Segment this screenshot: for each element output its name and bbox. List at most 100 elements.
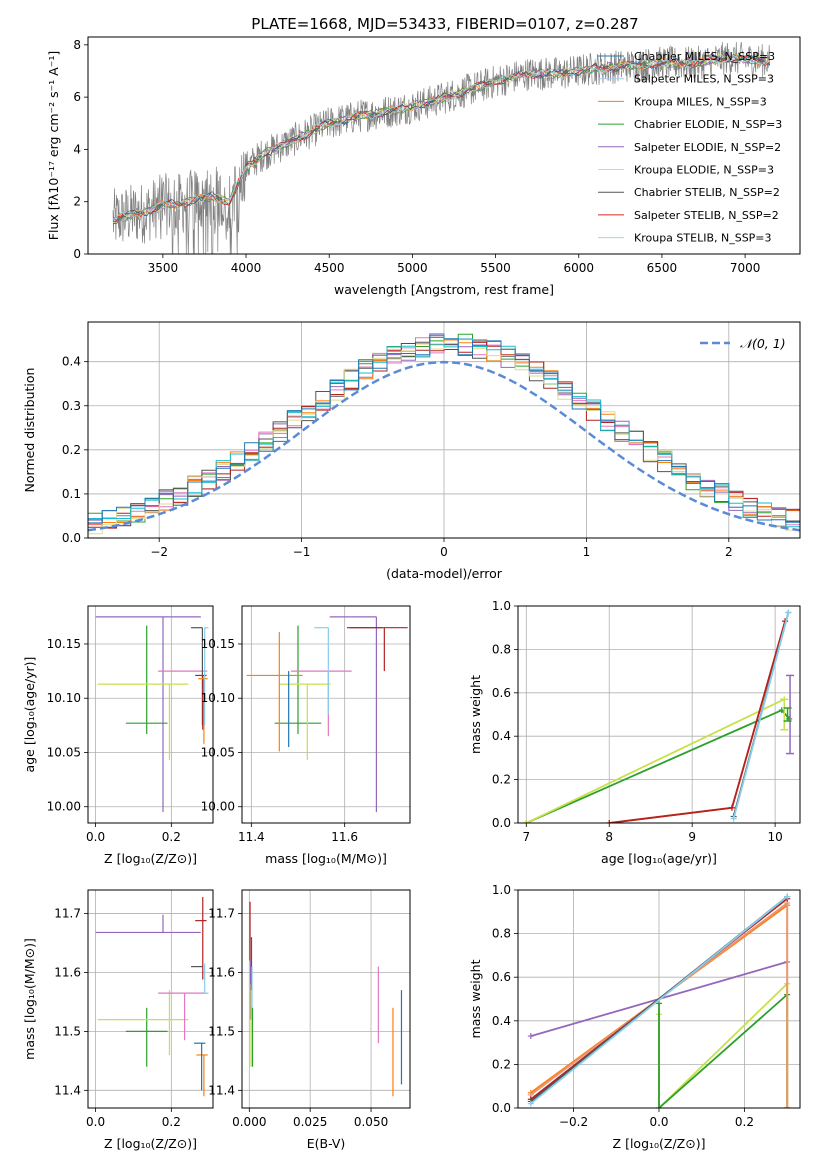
y-tick-label: 11.7 [54, 907, 81, 921]
axes-frame [87, 889, 214, 1109]
model-line-2 [112, 53, 770, 220]
weight-marker-5 [785, 609, 792, 616]
y-tick-label: 0.0 [492, 816, 511, 830]
panel-residuals: 𝒩(0, 1) −2 −1 0 1 2 0.0 0.1 0.2 0.3 0.4 (data-model… [22, 321, 801, 581]
legend-label-1: Salpeter MILES, N_SSP=3 [634, 73, 774, 86]
x-tick-label: 5000 [397, 261, 428, 275]
axes-frame [87, 605, 214, 824]
x-tick-label: 3500 [148, 261, 179, 275]
plot-area [242, 890, 410, 1108]
x-axis-label: Z [log₁₀(Z/Z⊙)] [104, 1136, 197, 1151]
y-tick-label: 2 [73, 195, 81, 209]
y-tick-label: 0 [73, 247, 81, 261]
y-tick-label: 0.2 [492, 773, 511, 787]
y-axis-label: age [log₁₀(age/yr)] [22, 657, 37, 773]
weight-marker-5 [730, 815, 737, 822]
y-tick-label: 11.5 [54, 1024, 81, 1038]
x-axis-label: wavelength [Angstrom, rest frame] [334, 282, 554, 297]
y-tick-label: 0.4 [492, 729, 511, 743]
weight-line-2 [658, 992, 789, 1108]
x-tick-label: 9 [688, 830, 696, 844]
legend-label-4: Salpeter ELODIE, N_SSP=2 [634, 141, 781, 154]
y-tick-label: 10.15 [201, 637, 235, 651]
x-tick-label: 0.0 [649, 1115, 668, 1129]
axes-frame [87, 36, 801, 255]
y-tick-label: 4 [73, 142, 81, 156]
x-tick-label: 0.000 [232, 1115, 266, 1129]
legend-label-6: Chabrier STELIB, N_SSP=2 [634, 186, 780, 199]
y-axis-label: mass weight [468, 959, 483, 1038]
weight-line-1 [525, 698, 785, 823]
model-line-4 [112, 52, 770, 222]
weight-marker-2 [656, 1105, 662, 1108]
model-line-6 [112, 55, 770, 224]
y-tick-label: 0.6 [492, 686, 511, 700]
y-tick-label: 11.6 [54, 965, 81, 979]
x-axis-label: age [log₁₀(age/yr)] [601, 851, 717, 866]
x-tick-label: −1 [293, 545, 311, 559]
model-line-5 [112, 54, 770, 223]
y-tick-label: 0.1 [62, 487, 81, 501]
model-line-8 [112, 53, 770, 220]
y-tick-label: 0.6 [492, 970, 511, 984]
weight-marker-4 [784, 1105, 791, 1108]
plot-area [88, 606, 213, 823]
x-axis-label: (data-model)/error [386, 566, 503, 581]
y-axis-label: Normed distribution [22, 368, 37, 493]
y-axis-label: mass [log₁₀(M/M⊙)] [22, 938, 37, 1060]
y-tick-label: 0.0 [62, 531, 81, 545]
legend-label-8: Kroupa STELIB, N_SSP=3 [634, 232, 772, 245]
x-tick-label: 1 [583, 545, 591, 559]
panel-age_vs_Z: 0.0 0.2 10.00 10.05 10.10 10.15 Z [log₁₀(Z/Z⊙)… [22, 605, 214, 866]
x-tick-label: 0.2 [162, 1115, 181, 1129]
x-tick-label: 11.6 [331, 830, 358, 844]
weight-marker-1 [523, 820, 530, 823]
x-tick-label: 6000 [563, 261, 594, 275]
x-axis-label: Z [log₁₀(Z/Z⊙)] [104, 851, 197, 866]
y-axis-label: mass weight [468, 675, 483, 754]
x-tick-label: 10 [767, 830, 782, 844]
weight-line-5 [732, 612, 790, 819]
weight-marker-3 [728, 804, 735, 811]
x-tick-label: 0.050 [354, 1115, 388, 1129]
y-axis-label: Flux [fλ10⁻¹⁷ erg cm⁻² s⁻¹ A⁻¹] [46, 51, 61, 240]
y-tick-label: 0.0 [492, 1101, 511, 1115]
x-tick-label: 6500 [647, 261, 678, 275]
x-tick-label: 2 [725, 545, 733, 559]
y-tick-label: 0.3 [62, 399, 81, 413]
panel-mass_vs_Z: 0.0 0.2 11.4 11.5 11.6 11.7 Z [log₁₀(Z/Z⊙)] mas… [22, 889, 214, 1151]
axes-frame [517, 605, 801, 824]
x-tick-label: 8 [605, 830, 613, 844]
axes-frame [241, 605, 411, 824]
x-tick-label: 0.2 [735, 1115, 754, 1129]
x-tick-label: 11.4 [238, 830, 265, 844]
y-tick-label: 10.05 [201, 745, 235, 759]
weight-marker-3 [606, 820, 613, 823]
x-tick-label: 4000 [231, 261, 262, 275]
weight-line-1 [658, 981, 789, 1108]
panel-mass_vs_EBV: 0.000 0.025 0.050 11.4 11.5 11.6 11.7 E(B-V) [208, 889, 411, 1151]
figure-title: PLATE=1668, MJD=53433, FIBERID=0107, z=0… [251, 15, 638, 33]
x-tick-label: 7 [522, 830, 530, 844]
x-tick-label: −0.2 [559, 1115, 588, 1129]
x-tick-label: 0.2 [162, 830, 181, 844]
y-tick-label: 10.15 [47, 637, 81, 651]
y-tick-label: 0.8 [492, 642, 511, 656]
y-tick-label: 11.7 [208, 907, 235, 921]
y-tick-label: 1.0 [492, 599, 511, 613]
plot-area [518, 890, 800, 1108]
y-tick-label: 10.10 [201, 691, 235, 705]
weight-marker-7 [784, 893, 791, 900]
plot-area [88, 322, 800, 538]
x-tick-label: 7000 [730, 261, 761, 275]
y-tick-label: 11.5 [208, 1024, 235, 1038]
axes-frame [241, 889, 411, 1109]
y-tick-label: 0.8 [492, 927, 511, 941]
x-tick-label: 5500 [480, 261, 511, 275]
y-tick-label: 11.4 [54, 1083, 81, 1097]
legend-label-0: Chabrier MILES, N_SSP=3 [634, 50, 775, 63]
y-tick-label: 1.0 [492, 883, 511, 897]
weight-line-7 [530, 895, 788, 1105]
x-tick-label: 0.0 [86, 830, 105, 844]
